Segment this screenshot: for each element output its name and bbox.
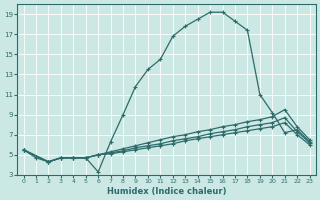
X-axis label: Humidex (Indice chaleur): Humidex (Indice chaleur) bbox=[107, 187, 226, 196]
